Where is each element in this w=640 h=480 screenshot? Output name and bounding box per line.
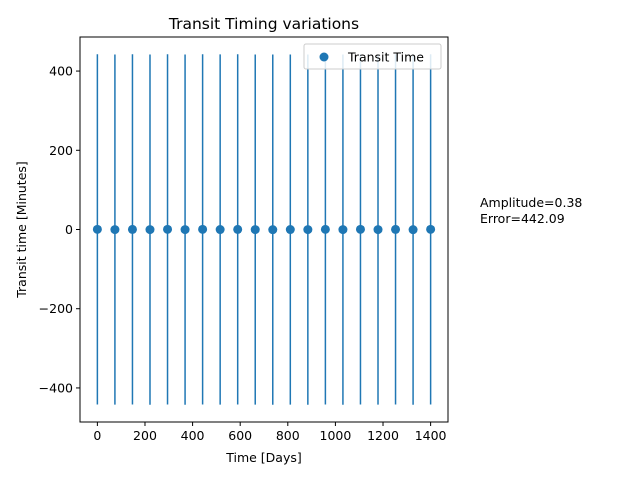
- x-axis-ticks: 0 200 400 600 800 1000 1200 1400: [93, 422, 447, 443]
- data-point: [408, 225, 418, 235]
- data-point: [391, 224, 401, 234]
- x-axis-label: Time [Days]: [225, 450, 302, 465]
- x-tick-label: 1000: [320, 428, 352, 443]
- data-point: [426, 224, 436, 234]
- x-tick-label: 1400: [415, 428, 447, 443]
- data-point: [355, 224, 365, 234]
- data-point: [233, 224, 243, 234]
- amplitude-annotation: Amplitude=0.38: [480, 195, 583, 210]
- y-tick-label: −400: [39, 380, 73, 395]
- data-point: [268, 225, 278, 235]
- x-tick-label: 800: [276, 428, 300, 443]
- data-point: [373, 225, 383, 235]
- x-tick-label: 1200: [367, 428, 399, 443]
- data-point: [198, 224, 208, 234]
- legend-label: Transit Time: [347, 50, 424, 65]
- data-point: [303, 225, 313, 235]
- x-tick-label: 400: [181, 428, 205, 443]
- y-axis-label: Transit time [Minutes]: [14, 161, 29, 299]
- y-tick-label: 0: [65, 222, 73, 237]
- plot-area: [80, 37, 448, 422]
- chart-title: Transit Timing variations: [168, 15, 359, 33]
- legend: Transit Time: [303, 43, 442, 70]
- data-point: [110, 225, 120, 235]
- y-tick-label: 400: [49, 64, 73, 79]
- points-group: [92, 224, 436, 235]
- data-point: [145, 225, 155, 235]
- data-point: [215, 225, 225, 235]
- x-tick-label: 200: [133, 428, 157, 443]
- y-axis-ticks: −400 −200 0 200 400: [39, 64, 80, 395]
- data-point: [250, 225, 260, 235]
- data-point: [92, 224, 102, 234]
- x-tick-label: 600: [228, 428, 252, 443]
- data-point: [285, 225, 295, 235]
- data-point: [180, 225, 190, 235]
- data-point: [338, 225, 348, 235]
- legend-marker: [319, 52, 329, 62]
- data-point: [127, 224, 137, 234]
- y-tick-label: −200: [39, 301, 73, 316]
- data-point: [163, 224, 173, 234]
- y-tick-label: 200: [49, 143, 73, 158]
- data-point: [320, 224, 330, 234]
- legend-box: [303, 43, 442, 70]
- x-tick-label: 0: [93, 428, 101, 443]
- error-annotation: Error=442.09: [480, 211, 565, 226]
